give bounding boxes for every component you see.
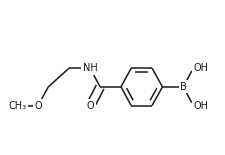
Text: NH: NH (82, 63, 97, 73)
Text: O: O (34, 101, 42, 111)
Text: B: B (179, 82, 186, 92)
Text: OH: OH (192, 101, 207, 111)
Text: OH: OH (192, 63, 207, 73)
Text: CH₃: CH₃ (8, 101, 26, 111)
Text: O: O (86, 101, 94, 111)
